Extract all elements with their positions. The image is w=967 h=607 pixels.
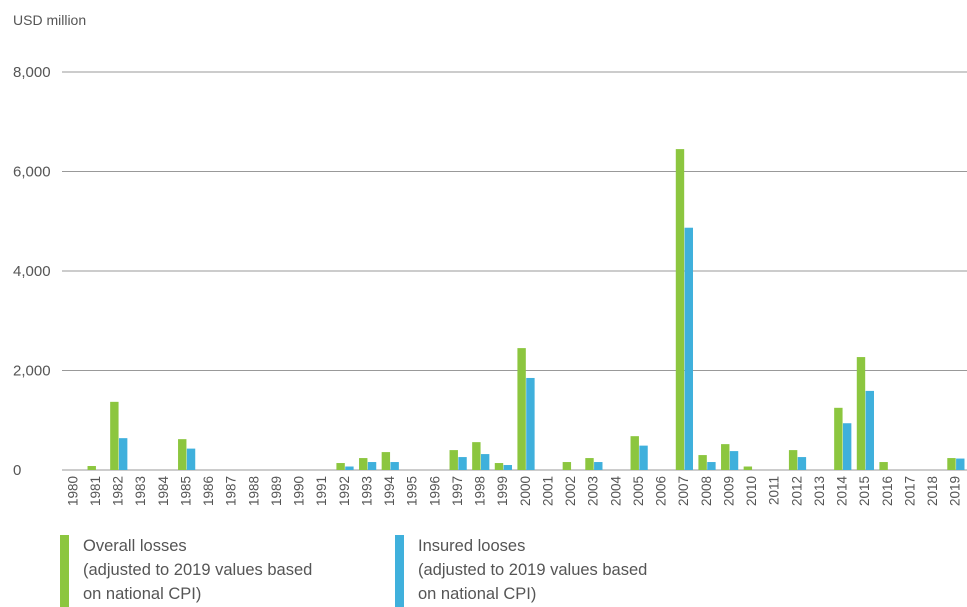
x-tick-label: 1992: [337, 476, 352, 506]
x-tick-label: 1994: [382, 476, 397, 507]
x-tick-label: 1989: [269, 476, 284, 506]
x-tick-label: 2009: [721, 476, 736, 506]
x-tick-label: 1980: [65, 476, 80, 506]
legend-item-overall-losses: Overall losses (adjusted to 2019 values …: [60, 535, 312, 607]
y-tick-label: 6,000: [13, 164, 51, 181]
bar-overall-1998: [472, 442, 481, 470]
bar-overall-2005: [630, 436, 639, 470]
y-tick-labels: 8,000 6,000 4,000 2,000 0: [13, 64, 51, 479]
bar-insured-1982: [118, 438, 128, 470]
x-tick-label: 1985: [178, 476, 193, 506]
bar-overall-1985: [178, 439, 187, 470]
bar-insured-1999: [503, 465, 512, 470]
x-tick-label: 2008: [699, 476, 714, 506]
x-tick-label: 2006: [654, 476, 669, 506]
x-tick-label: 1990: [292, 476, 307, 506]
x-tick-label: 2003: [586, 476, 601, 506]
bar-overall-1999: [494, 463, 504, 470]
x-tick-label: 2010: [744, 476, 759, 506]
x-tick-label: 1998: [473, 476, 488, 506]
bar-insured-1994: [390, 462, 399, 470]
x-tick-label: 2016: [880, 476, 895, 506]
bar-insured-1993: [367, 462, 377, 470]
bar-insured-1992: [345, 466, 354, 470]
x-tick-label: 1981: [88, 476, 103, 506]
x-tick-label: 1997: [450, 476, 465, 506]
bar-insured-1985: [186, 448, 196, 470]
bar-overall-2019: [947, 458, 956, 470]
bar-overall-2007: [675, 149, 685, 471]
x-tick-label: 1999: [495, 476, 510, 506]
x-tick-label: 1987: [224, 476, 239, 506]
legend-swatch-overall: [60, 535, 69, 607]
y-tick-label: 4,000: [13, 263, 51, 280]
y-tick-label: 0: [13, 462, 21, 479]
x-tick-label: 2005: [631, 476, 646, 506]
x-tick-label: 2011: [767, 476, 782, 505]
bar-overall-1993: [359, 458, 368, 470]
gridlines: [62, 71, 967, 471]
bar-overall-2009: [721, 444, 730, 470]
bar-insured-2014: [842, 423, 852, 470]
y-axis-label: USD million: [13, 12, 87, 28]
bar-insured-1997: [458, 457, 467, 470]
bar-insured-2007: [684, 227, 693, 470]
bar-overall-2014: [834, 407, 843, 470]
x-tick-label: 1986: [201, 476, 216, 506]
bar-insured-2003: [594, 462, 603, 470]
x-tick-label: 2013: [812, 476, 827, 506]
bar-overall-1992: [336, 463, 345, 470]
bar-insured-2000: [526, 377, 535, 470]
legend-label-insured: Insured looses (adjusted to 2019 values …: [418, 537, 648, 603]
bar-overall-1981: [87, 466, 96, 470]
bar-overall-2002: [562, 462, 572, 470]
bar-overall-2000: [517, 348, 526, 470]
bar-insured-2009: [729, 451, 739, 470]
bar-overall-2016: [879, 462, 888, 470]
bar-overall-2010: [743, 466, 753, 470]
y-tick-label: 8,000: [13, 64, 51, 81]
x-tick-label: 2018: [925, 476, 940, 506]
x-tick-label: 2014: [835, 476, 850, 507]
bar-overall-2003: [585, 458, 594, 470]
x-tick-label: 2001: [540, 476, 555, 506]
x-tick-label: 1996: [427, 476, 442, 506]
bar-overall-2012: [788, 450, 798, 470]
bar-overall-2008: [698, 455, 707, 470]
x-tick-label: 1995: [405, 476, 420, 506]
bar-insured-1998: [480, 454, 490, 470]
bars: [87, 149, 965, 471]
bar-insured-2008: [707, 462, 716, 470]
x-tick-label: 2002: [563, 476, 578, 506]
bar-insured-2019: [956, 458, 965, 470]
x-tick-label: 1993: [359, 476, 374, 506]
bar-overall-1994: [381, 452, 391, 470]
x-tick-label: 1991: [314, 476, 329, 506]
x-tick-label: 1988: [246, 476, 261, 506]
x-tick-label: 1984: [156, 476, 171, 507]
x-tick-label: 2004: [608, 476, 623, 507]
x-tick-label: 1982: [111, 476, 126, 506]
bar-insured-2012: [797, 457, 807, 470]
x-tick-label: 2017: [902, 476, 917, 506]
bar-insured-2015: [865, 390, 874, 470]
bar-overall-1997: [449, 450, 458, 470]
x-tick-label: 2012: [789, 476, 804, 506]
bar-insured-2005: [639, 445, 648, 470]
bar-overall-1982: [110, 401, 119, 470]
legend-item-insured-losses: Insured looses (adjusted to 2019 values …: [395, 535, 647, 607]
bar-overall-2015: [856, 357, 866, 470]
y-tick-label: 2,000: [13, 363, 51, 380]
x-tick-labels: 1980 1981 1982 1983 1984 1985 1986 1987 1988 1989…: [65, 476, 962, 507]
x-tick-label: 1983: [133, 476, 148, 506]
x-tick-label: 2015: [857, 476, 872, 506]
x-tick-label: 2000: [518, 476, 533, 506]
x-tick-label: 2007: [676, 476, 691, 506]
legend-swatch-insured: [395, 535, 404, 607]
x-tick-label: 2019: [948, 476, 963, 506]
legend-label-overall: Overall losses (adjusted to 2019 values …: [83, 537, 313, 603]
